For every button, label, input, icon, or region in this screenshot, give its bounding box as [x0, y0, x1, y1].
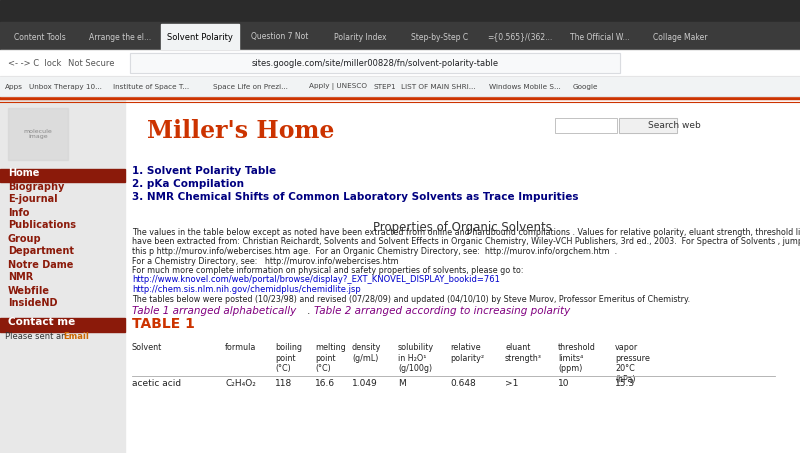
Bar: [555, 118, 617, 133]
Text: molecule
image: molecule image: [24, 129, 52, 140]
Text: Polarity Index: Polarity Index: [334, 33, 386, 42]
Text: C₂H₄O₂: C₂H₄O₂: [225, 379, 256, 387]
Text: E-journal: E-journal: [8, 194, 58, 204]
Bar: [619, 118, 677, 133]
Text: Solvent: Solvent: [132, 343, 162, 352]
Text: >1: >1: [505, 379, 518, 387]
Text: 2. pKa Compilation: 2. pKa Compilation: [132, 179, 244, 189]
Bar: [0, 76, 800, 96]
Text: Question 7 Not: Question 7 Not: [251, 33, 309, 42]
Text: Apps: Apps: [5, 84, 23, 90]
Text: <- -> C  lock: <- -> C lock: [8, 58, 62, 67]
Text: formula: formula: [225, 343, 256, 352]
Text: LIST OF MAIN SHRI...: LIST OF MAIN SHRI...: [401, 84, 475, 90]
Text: For much more complete information on physical and safety properties of solvents: For much more complete information on ph…: [132, 266, 523, 275]
Text: Institute of Space T...: Institute of Space T...: [113, 84, 189, 90]
Text: Publications: Publications: [8, 221, 76, 231]
Bar: [0, 22, 800, 50]
Text: have been extracted from: Christian Reichardt, Solvents and Solvent Effects in O: have been extracted from: Christian Reic…: [132, 237, 800, 246]
Bar: [0, 96, 800, 453]
Text: Step-by-Step C: Step-by-Step C: [411, 33, 469, 42]
Bar: [130, 53, 620, 73]
Text: http://www.knovel.com/web/portal/browse/display?_EXT_KNOVEL_DISPLAY_bookid=761: http://www.knovel.com/web/portal/browse/…: [132, 275, 500, 284]
Text: density
(g/mL): density (g/mL): [352, 343, 382, 363]
Text: 16.6: 16.6: [315, 379, 335, 387]
Bar: [8, 108, 68, 160]
Bar: [125, 96, 800, 453]
Text: The Official W...: The Official W...: [570, 33, 630, 42]
Text: The tables below were posted (10/23/98) and revised (07/28/09) and updated (04/1: The tables below were posted (10/23/98) …: [132, 294, 690, 304]
Text: Content Tools: Content Tools: [14, 33, 66, 42]
Text: Contact me: Contact me: [8, 317, 75, 327]
Text: Notre Dame: Notre Dame: [8, 260, 74, 270]
Text: 1. Solvent Polarity Table: 1. Solvent Polarity Table: [132, 166, 276, 176]
Text: 3. NMR Chemical Shifts of Common Laboratory Solvents as Trace Impurities: 3. NMR Chemical Shifts of Common Laborat…: [132, 192, 578, 202]
Text: this p http://murov.info/webercises.htm age.  For an Organic Chemistry Directory: this p http://murov.info/webercises.htm …: [132, 247, 617, 256]
Text: acetic acid: acetic acid: [132, 379, 181, 387]
Text: Info: Info: [8, 207, 30, 217]
Bar: [161, 24, 239, 50]
Text: .: .: [307, 307, 310, 317]
Text: Group: Group: [8, 233, 42, 244]
Text: NMR: NMR: [8, 273, 34, 283]
Text: 0.648: 0.648: [450, 379, 476, 387]
Text: boiling
point
(°C): boiling point (°C): [275, 343, 302, 373]
Text: The values in the table below except as noted have been extracted from online an: The values in the table below except as …: [132, 228, 800, 237]
Text: Apply | UNESCO: Apply | UNESCO: [309, 83, 367, 91]
Text: Search web: Search web: [648, 121, 701, 130]
Text: Department: Department: [8, 246, 74, 256]
Text: Webfile: Webfile: [8, 285, 50, 295]
Bar: [619, 118, 677, 133]
Text: Windows Mobile S...: Windows Mobile S...: [489, 84, 561, 90]
Text: ={0.565}/(362...: ={0.565}/(362...: [487, 33, 553, 42]
Bar: [0, 0, 800, 22]
Text: Email: Email: [63, 332, 89, 341]
Text: Table 2 arranged according to increasing polarity: Table 2 arranged according to increasing…: [314, 307, 570, 317]
Text: TABLE 1: TABLE 1: [132, 318, 195, 332]
Text: For a Chemistry Directory, see:   http://murov.info/webercises.htm: For a Chemistry Directory, see: http://m…: [132, 256, 398, 265]
Text: M: M: [398, 379, 406, 387]
Bar: [0, 169, 125, 182]
Text: Home: Home: [8, 168, 39, 178]
Text: relative
polarity²: relative polarity²: [450, 343, 484, 363]
Text: 1.049: 1.049: [352, 379, 378, 387]
Text: Space Life on Prezi...: Space Life on Prezi...: [213, 84, 288, 90]
Text: Miller's Home: Miller's Home: [147, 119, 334, 143]
Text: Collage Maker: Collage Maker: [653, 33, 707, 42]
Text: eluant
strength³: eluant strength³: [505, 343, 542, 363]
Text: Please sent an: Please sent an: [5, 332, 69, 341]
Text: Not Secure: Not Secure: [68, 58, 114, 67]
Text: Google: Google: [573, 84, 598, 90]
Text: Table 1 arranged alphabetically: Table 1 arranged alphabetically: [132, 307, 296, 317]
Text: 15.3: 15.3: [615, 379, 635, 387]
Text: melting
point
(°C): melting point (°C): [315, 343, 346, 373]
Text: Solvent Polarity: Solvent Polarity: [167, 33, 233, 42]
Text: InsideND: InsideND: [8, 299, 58, 308]
Text: Unbox Therapy 10...: Unbox Therapy 10...: [29, 84, 102, 90]
Bar: [0, 318, 125, 332]
Text: threshold
limits⁴
(ppm): threshold limits⁴ (ppm): [558, 343, 596, 373]
Text: Arrange the el...: Arrange the el...: [89, 33, 151, 42]
Text: vapor
pressure
20°C
(hPa): vapor pressure 20°C (hPa): [615, 343, 650, 384]
Text: 10: 10: [558, 379, 570, 387]
Text: Properties of Organic Solvents: Properties of Organic Solvents: [373, 221, 551, 234]
Bar: [555, 118, 617, 133]
Text: solubility
in H₂O¹
(g/100g): solubility in H₂O¹ (g/100g): [398, 343, 434, 373]
Bar: [0, 96, 125, 453]
Bar: [130, 53, 620, 73]
Text: sites.google.com/site/miller00828/fn/solvent-polarity-table: sites.google.com/site/miller00828/fn/sol…: [251, 58, 498, 67]
Text: Biography: Biography: [8, 182, 64, 192]
Text: STEP1: STEP1: [373, 84, 396, 90]
Text: http://chem.sis.nlm.nih.gov/chemidplus/chemidlite.jsp: http://chem.sis.nlm.nih.gov/chemidplus/c…: [132, 285, 361, 294]
Bar: [0, 50, 800, 76]
Text: 118: 118: [275, 379, 292, 387]
